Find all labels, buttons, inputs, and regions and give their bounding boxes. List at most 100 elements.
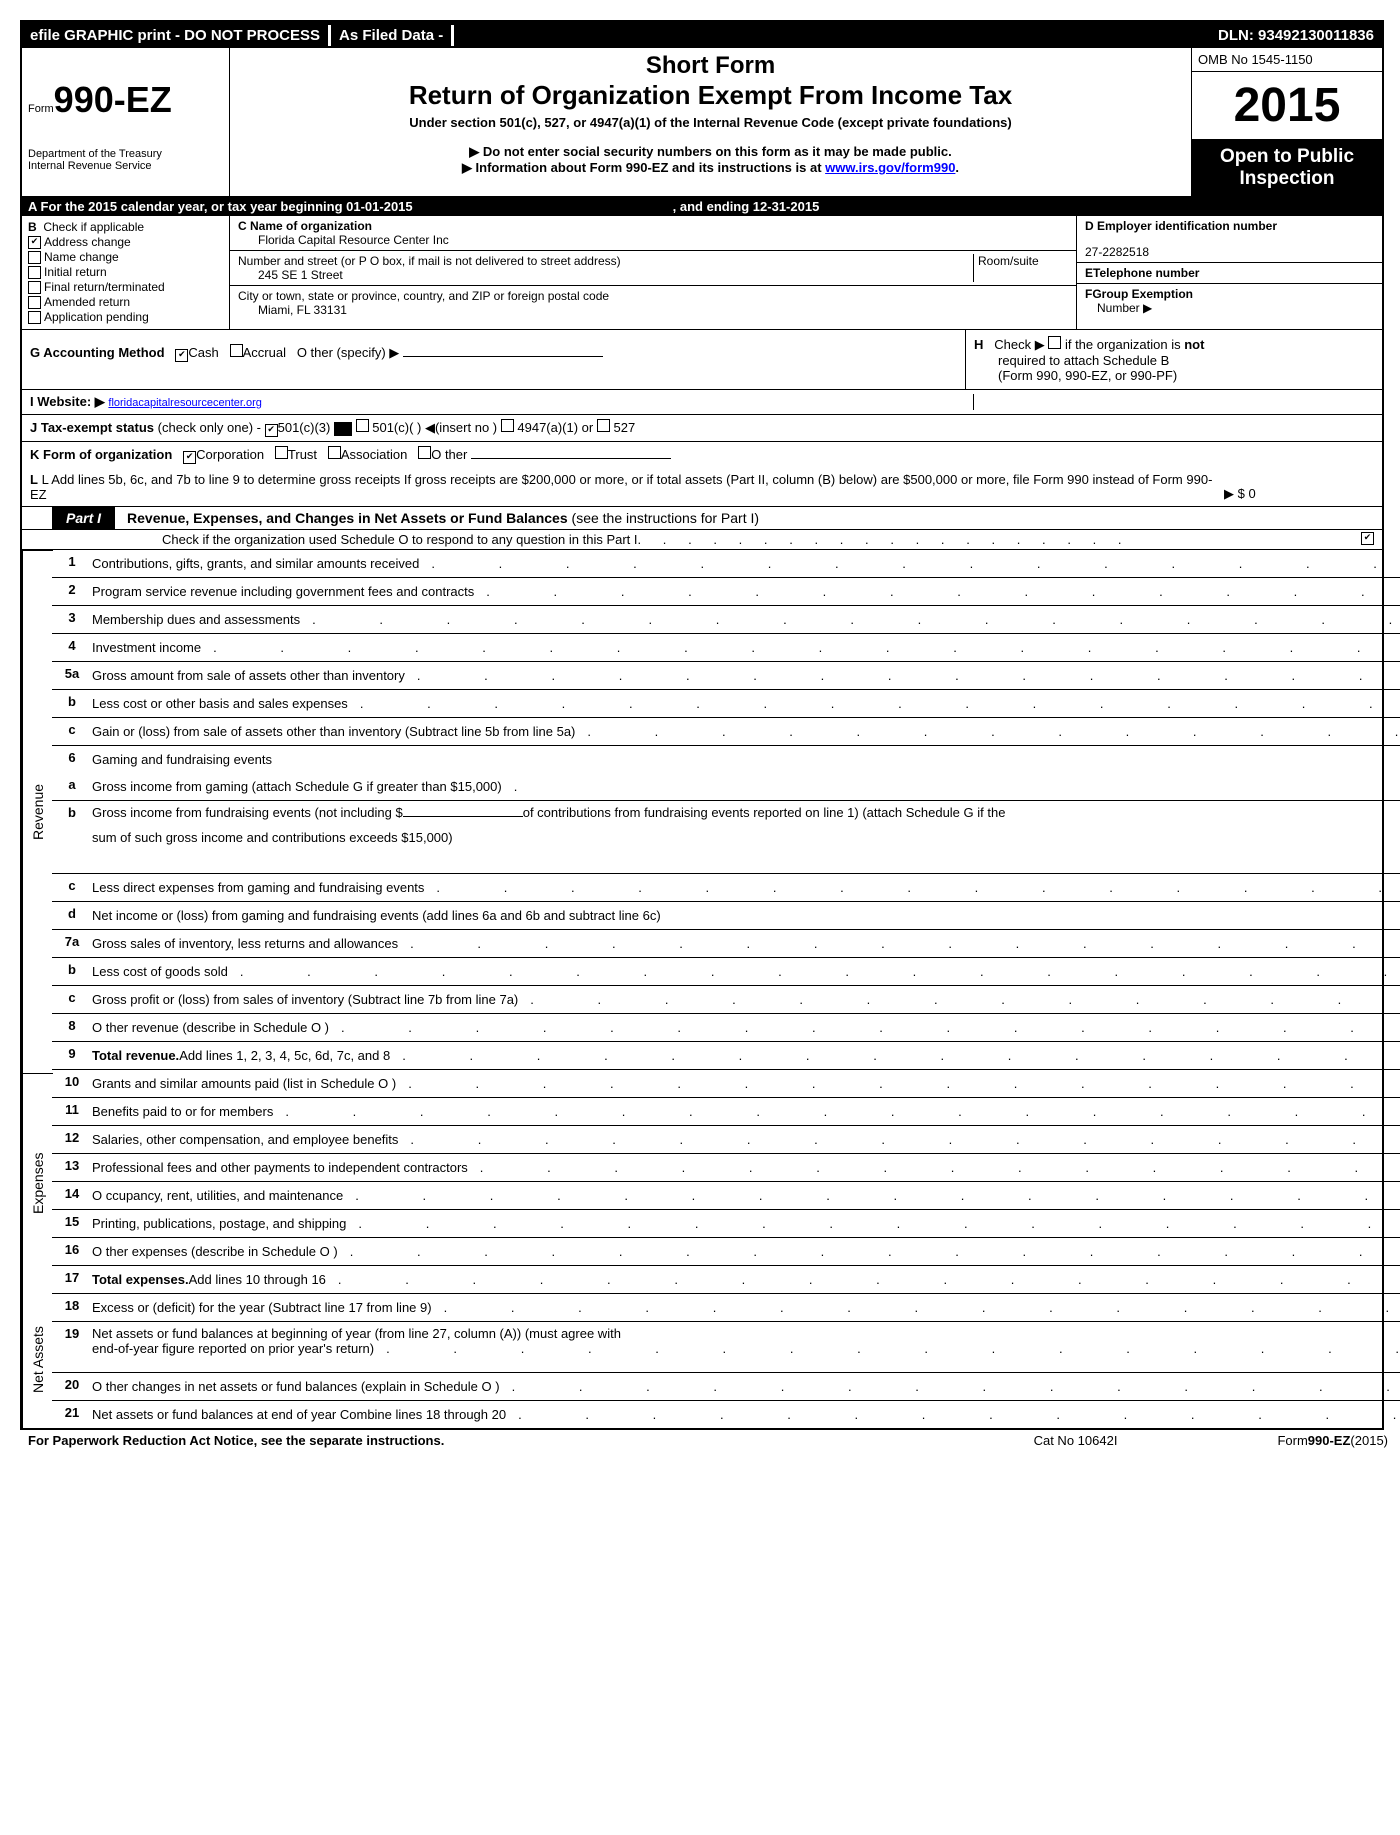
cb-527[interactable]	[597, 419, 610, 432]
line-21: 21Net assets or fund balances at end of …	[52, 1401, 1400, 1428]
line-19: 19 Net assets or fund balances at beginn…	[52, 1322, 1400, 1373]
cb-association[interactable]	[328, 446, 341, 459]
cb-accrual[interactable]	[230, 344, 243, 357]
group-exemption-label: FGroup Exemption	[1085, 287, 1193, 301]
row-j-tax-exempt: J Tax-exempt status (check only one) - 5…	[22, 415, 1382, 442]
line-6b: b Gross income from fundraising events (…	[52, 801, 1400, 874]
column-b: B Check if applicable Address change Nam…	[22, 216, 230, 329]
cb-4947[interactable]	[501, 419, 514, 432]
line-6d: dNet income or (loss) from gaming and fu…	[52, 902, 1400, 930]
irs: Internal Revenue Service	[28, 160, 223, 172]
cb-schedule-b[interactable]	[1048, 336, 1061, 349]
line-1: 1Contributions, gifts, grants, and simil…	[52, 550, 1400, 578]
cb-schedule-o-part1[interactable]	[1361, 532, 1374, 545]
row-a-calendar-year: A For the 2015 calendar year, or tax yea…	[22, 197, 1382, 216]
cb-501c[interactable]	[356, 419, 369, 432]
return-title: Return of Organization Exempt From Incom…	[238, 80, 1183, 111]
telephone-label: ETelephone number	[1085, 266, 1199, 280]
row-k-org-form: K Form of organization Corporation Trust…	[22, 442, 1382, 468]
line-6a: aGross income from gaming (attach Schedu…	[52, 773, 1400, 801]
line-10: 10Grants and similar amounts paid (list …	[52, 1070, 1400, 1098]
org-name-label: C Name of organization	[238, 219, 1068, 233]
catalog-number: Cat No 10642I	[1034, 1433, 1118, 1448]
room-suite-label: Room/suite	[973, 254, 1068, 282]
ein-value: 27-2282518	[1085, 245, 1374, 259]
cb-other-org[interactable]	[418, 446, 431, 459]
org-name-value: Florida Capital Resource Center Inc	[238, 233, 1068, 247]
as-filed-data: As Filed Data -	[328, 25, 454, 46]
group-exemption-number: Number ▶	[1085, 301, 1152, 315]
ssn-warning: ▶ Do not enter social security numbers o…	[238, 144, 1183, 160]
vert-expenses-label: Expenses	[22, 1073, 53, 1292]
department: Department of the Treasury	[28, 148, 223, 160]
line-7b: bLess cost of goods sold7b	[52, 958, 1400, 986]
city-value: Miami, FL 33131	[238, 303, 1068, 317]
other-org-field[interactable]	[471, 458, 671, 459]
paperwork-notice: For Paperwork Reduction Act Notice, see …	[28, 1433, 1034, 1448]
accounting-method: G Accounting Method Cash Accrual O ther …	[22, 330, 965, 389]
dln: DLN: 93492130011836	[1210, 25, 1382, 46]
cb-cash[interactable]	[175, 349, 188, 362]
header-center: Short Form Return of Organization Exempt…	[230, 48, 1191, 196]
row-i-website: I Website: ▶ floridacapitalresourcecente…	[22, 390, 1382, 415]
line-13: 13Professional fees and other payments t…	[52, 1154, 1400, 1182]
cb-application-pending[interactable]	[28, 311, 41, 324]
part-1-header: Part I Revenue, Expenses, and Changes in…	[22, 507, 1382, 530]
cb-trust[interactable]	[275, 446, 288, 459]
other-method-field[interactable]	[403, 356, 603, 357]
line-7a: 7aGross sales of inventory, less returns…	[52, 930, 1400, 958]
vert-revenue-label: Revenue	[22, 550, 53, 1073]
line-16: 16O ther expenses (describe in Schedule …	[52, 1238, 1400, 1266]
efile-notice: efile GRAPHIC print - DO NOT PROCESS	[22, 25, 328, 46]
omb-number: OMB No 1545-1150	[1192, 48, 1382, 72]
tax-year: 2015	[1192, 72, 1382, 140]
vert-netassets-label: Net Assets	[22, 1292, 53, 1428]
info-line: ▶ Information about Form 990-EZ and its …	[238, 160, 1183, 176]
part-1-table: Revenue Expenses Net Assets 1Contributio…	[22, 550, 1382, 1428]
form-number: 990-EZ	[54, 79, 172, 120]
line-3: 3Membership dues and assessments3	[52, 606, 1400, 634]
ein-label: D Employer identification number	[1085, 219, 1374, 233]
row-l-gross-receipts: L L Add lines 5b, 6c, and 7b to line 9 t…	[22, 468, 1382, 507]
website-link[interactable]: floridacapitalresourcecenter.org	[108, 397, 261, 409]
line-20: 20O ther changes in net assets or fund b…	[52, 1373, 1400, 1401]
cb-corporation[interactable]	[183, 451, 196, 464]
cb-initial-return[interactable]	[28, 266, 41, 279]
short-form-title: Short Form	[238, 52, 1183, 80]
column-c: C Name of organization Florida Capital R…	[230, 216, 1076, 329]
line-8: 8O ther revenue (describe in Schedule O …	[52, 1014, 1400, 1042]
cb-address-change[interactable]	[28, 236, 41, 249]
top-bar: efile GRAPHIC print - DO NOT PROCESS As …	[22, 22, 1382, 48]
gross-receipts-value: ▶ $ 0	[1224, 472, 1374, 502]
cb-501c3[interactable]	[265, 424, 278, 437]
part-1-label: Part I	[52, 507, 115, 529]
line-6c: cLess direct expenses from gaming and fu…	[52, 874, 1400, 902]
line-7c: cGross profit or (loss) from sales of in…	[52, 986, 1400, 1014]
line-18: 18Excess or (deficit) for the year (Subt…	[52, 1294, 1400, 1322]
street-label: Number and street (or P O box, if mail i…	[238, 254, 621, 268]
line-14: 14O ccupancy, rent, utilities, and maint…	[52, 1182, 1400, 1210]
cb-name-change[interactable]	[28, 251, 41, 264]
line-2: 2Program service revenue including gover…	[52, 578, 1400, 606]
cb-amended-return[interactable]	[28, 296, 41, 309]
line-5a: 5aGross amount from sale of assets other…	[52, 662, 1400, 690]
line-15: 15Printing, publications, postage, and s…	[52, 1210, 1400, 1238]
line-17: 17Total expenses. Add lines 10 through 1…	[52, 1266, 1400, 1294]
form-header: Form990-EZ Department of the Treasury In…	[22, 48, 1382, 197]
line-5c: cGain or (loss) from sale of assets othe…	[52, 718, 1400, 746]
column-def: D Employer identification number 27-2282…	[1076, 216, 1382, 329]
city-label: City or town, state or province, country…	[238, 289, 1068, 303]
irs-link[interactable]: www.irs.gov/form990	[825, 160, 955, 175]
cb-final-return[interactable]	[28, 281, 41, 294]
fundraising-amount-field[interactable]	[403, 816, 523, 817]
line-12: 12Salaries, other compensation, and empl…	[52, 1126, 1400, 1154]
line-9: 9Total revenue. Add lines 1, 2, 3, 4, 5c…	[52, 1042, 1400, 1070]
line-6: 6Gaming and fundraising events	[52, 746, 1400, 773]
line-5b: bLess cost or other basis and sales expe…	[52, 690, 1400, 718]
form-footer: For Paperwork Reduction Act Notice, see …	[20, 1430, 1396, 1451]
form-990ez: efile GRAPHIC print - DO NOT PROCESS As …	[20, 20, 1384, 1430]
line-11: 11Benefits paid to or for members11	[52, 1098, 1400, 1126]
section-bcdef: B Check if applicable Address change Nam…	[22, 216, 1382, 330]
row-gh: G Accounting Method Cash Accrual O ther …	[22, 330, 1382, 390]
open-to-public: Open to Public Inspection	[1192, 140, 1382, 196]
